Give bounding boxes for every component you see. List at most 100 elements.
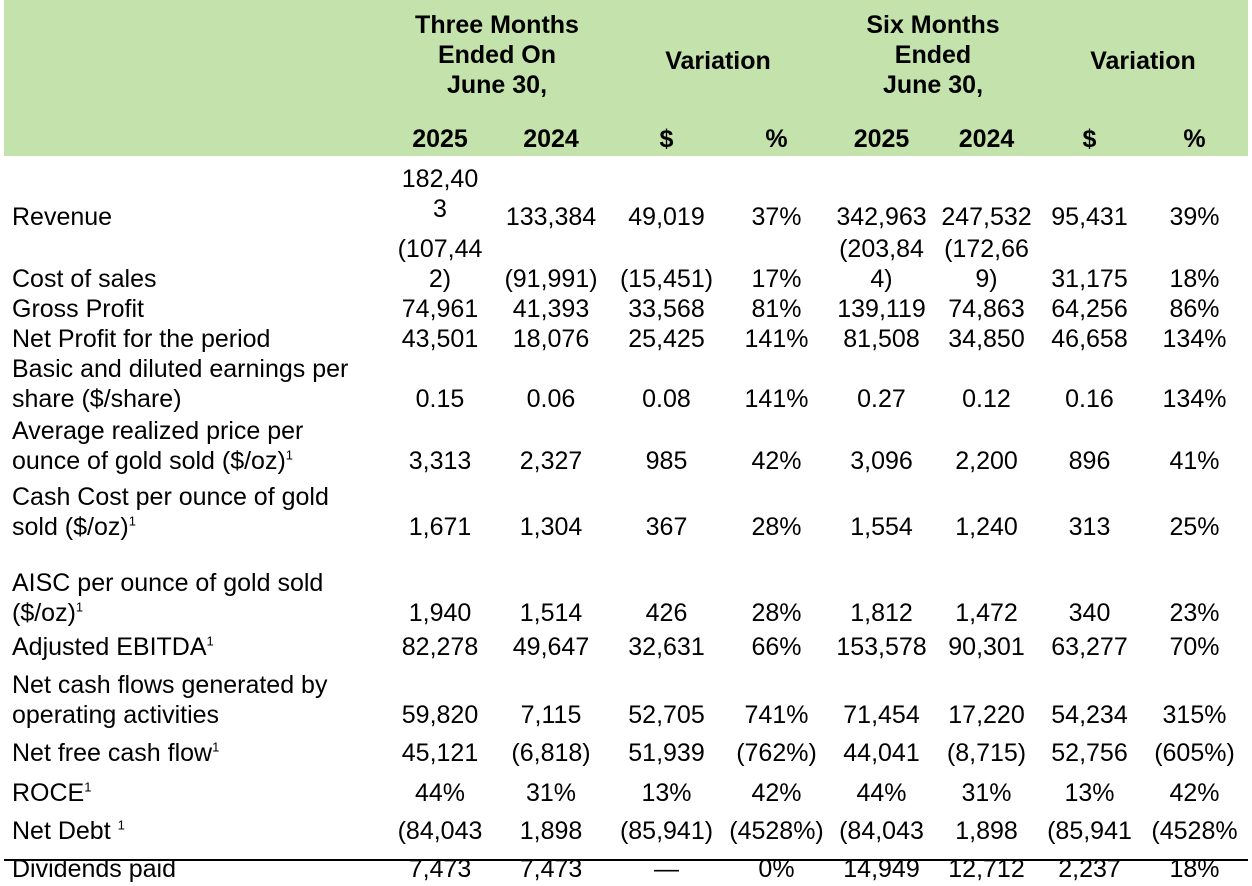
table-cell: 95,431 bbox=[1051, 203, 1128, 231]
table-cell: 0% bbox=[758, 855, 795, 883]
table-cell: 18% bbox=[1169, 265, 1220, 293]
table-cell: 49,647 bbox=[512, 633, 590, 661]
financial-summary-table: Three Months Ended On June 30, Variation S… bbox=[4, 0, 1248, 886]
table-row: Revenue 182,40 3 133,384 49,019 37% 342,963 247… bbox=[4, 156, 1248, 234]
table-cell: — bbox=[654, 855, 679, 883]
table-cell: 49,019 bbox=[628, 203, 705, 231]
table-cell: 2,237 bbox=[1058, 855, 1121, 883]
table-cell: 153,578 bbox=[836, 633, 927, 661]
table-cell: (172,66 9) bbox=[944, 235, 1029, 293]
table-cell: 42% bbox=[751, 447, 802, 475]
row-label: Net Profit for the period bbox=[12, 325, 271, 353]
table-cell: 1,898 bbox=[519, 817, 583, 845]
table-cell: 70% bbox=[1169, 633, 1220, 661]
table-cell: 66% bbox=[751, 633, 802, 661]
table-cell: 32,631 bbox=[628, 633, 705, 661]
table-row: Net Debt 1 (84,043 1,898 (85,941) (4528%) (84… bbox=[4, 812, 1248, 848]
table-cell: 0.27 bbox=[857, 385, 906, 413]
table-cell: 42% bbox=[1169, 779, 1220, 807]
row-label: Gross Profit bbox=[12, 295, 144, 323]
row-label: Cost of sales bbox=[12, 265, 157, 293]
table-cell: 64,256 bbox=[1051, 295, 1128, 323]
table-cell: 1,671 bbox=[408, 513, 472, 541]
table-cell: 17% bbox=[751, 265, 802, 293]
table-row: Adjusted EBITDA1 82,278 49,647 32,631 66% 153… bbox=[4, 630, 1248, 664]
table-cell: (15,451) bbox=[619, 265, 714, 293]
table-row: Average realized price per ounce of gold … bbox=[4, 414, 1248, 476]
table-cell: 44% bbox=[856, 779, 907, 807]
table-cell: 44,041 bbox=[843, 739, 920, 767]
table-cell: 141% bbox=[744, 325, 809, 353]
table-cell: 23% bbox=[1169, 599, 1220, 627]
table-cell: 313 bbox=[1068, 513, 1111, 541]
table-cell: 86% bbox=[1169, 295, 1220, 323]
subheader-cell: 2024 bbox=[935, 122, 1038, 156]
table-cell: 13% bbox=[641, 779, 692, 807]
row-label: Net Debt 1 bbox=[12, 817, 125, 845]
table-cell: 182,40 3 bbox=[401, 165, 479, 223]
table-cell: (203,84 4) bbox=[839, 235, 924, 293]
subheader-cell: % bbox=[725, 122, 828, 156]
table-cell: 1,240 bbox=[955, 513, 1018, 541]
table-cell: 31% bbox=[525, 779, 577, 807]
table-cell: 0.06 bbox=[526, 385, 576, 413]
table-cell: 2,327 bbox=[519, 447, 583, 475]
table-cell: 133,384 bbox=[505, 203, 597, 231]
table-cell: 741% bbox=[744, 701, 809, 729]
subheader-cell: $ bbox=[1038, 122, 1141, 156]
row-label: Cash Cost per ounce of gold sold ($/oz)1 bbox=[12, 483, 329, 541]
table-cell: 82,278 bbox=[401, 633, 479, 661]
table-cell: (91,991) bbox=[504, 265, 598, 293]
table-cell: 0.16 bbox=[1065, 385, 1114, 413]
table-cell: 17,220 bbox=[948, 701, 1025, 729]
table-cell: 1,472 bbox=[955, 599, 1018, 627]
table-cell: 13% bbox=[1064, 779, 1115, 807]
table-cell: (605%) bbox=[1154, 739, 1235, 767]
table-row: Dividends paid 7,473 7,473 — 0% 14,949 12,712 2… bbox=[4, 848, 1248, 886]
table-cell: 2,200 bbox=[955, 447, 1018, 475]
table-row: Basic and diluted earnings per share ($/s… bbox=[4, 354, 1248, 414]
table-cell: 28% bbox=[751, 599, 802, 627]
table-cell: 3,313 bbox=[408, 447, 472, 475]
table-cell: 63,277 bbox=[1051, 633, 1128, 661]
table-row: AISC per ounce of gold sold ($/oz)1 1,940 1… bbox=[4, 542, 1248, 630]
table-cell: 31,175 bbox=[1051, 265, 1128, 293]
table-row: Cash Cost per ounce of gold sold ($/oz)1 1… bbox=[4, 476, 1248, 542]
subheader-cell: 2025 bbox=[828, 122, 935, 156]
table-cell: 0.08 bbox=[642, 385, 691, 413]
table-cell: 0.12 bbox=[962, 385, 1011, 413]
row-label: ROCE1 bbox=[12, 779, 92, 807]
table-cell: 81,508 bbox=[843, 325, 920, 353]
table-cell: 81% bbox=[751, 295, 802, 323]
table-row: Gross Profit 74,961 41,393 33,568 81% 139,119… bbox=[4, 294, 1248, 324]
subheader-cell: 2024 bbox=[494, 122, 608, 156]
table-cell: 1,812 bbox=[850, 599, 913, 627]
table-cell: 18,076 bbox=[512, 325, 590, 353]
table-cell: 247,532 bbox=[941, 203, 1032, 231]
table-cell: 1,554 bbox=[850, 513, 913, 541]
table-row: ROCE1 44% 31% 13% 42% 44% 31% 13% 42% bbox=[4, 772, 1248, 812]
table-row: Net free cash flow1 45,121 (6,818) 51,939 (7… bbox=[4, 732, 1248, 772]
header-six-months: Six Months Ended June 30, bbox=[828, 0, 1038, 122]
footnote-marker: 1 bbox=[75, 599, 84, 615]
table-cell: 1,898 bbox=[955, 817, 1018, 845]
table-cell: 59,820 bbox=[401, 701, 479, 729]
table-cell: 33,568 bbox=[628, 295, 705, 323]
table-cell: 342,963 bbox=[836, 203, 927, 231]
row-label: Revenue bbox=[12, 203, 113, 231]
table-row: Net cash flows generated by operating act… bbox=[4, 664, 1248, 732]
table-cell: 74,961 bbox=[401, 295, 479, 323]
table-cell: 141% bbox=[744, 385, 809, 413]
table-row: Cost of sales (107,44 2) (91,991) (15,451) 17… bbox=[4, 234, 1248, 294]
table-cell: (107,44 2) bbox=[397, 235, 483, 293]
row-label: Average realized price per ounce of gold … bbox=[12, 417, 304, 475]
table-cell: 340 bbox=[1068, 599, 1111, 627]
table-cell: 52,756 bbox=[1051, 739, 1128, 767]
table-cell: 1,514 bbox=[519, 599, 583, 627]
table-cell: 34,850 bbox=[948, 325, 1025, 353]
table-cell: (6,818) bbox=[511, 739, 591, 767]
table-cell: 7,473 bbox=[519, 855, 583, 883]
table-cell: 39% bbox=[1169, 203, 1220, 231]
table-cell: 42% bbox=[751, 779, 802, 807]
table-bottom-rule bbox=[4, 859, 1248, 861]
